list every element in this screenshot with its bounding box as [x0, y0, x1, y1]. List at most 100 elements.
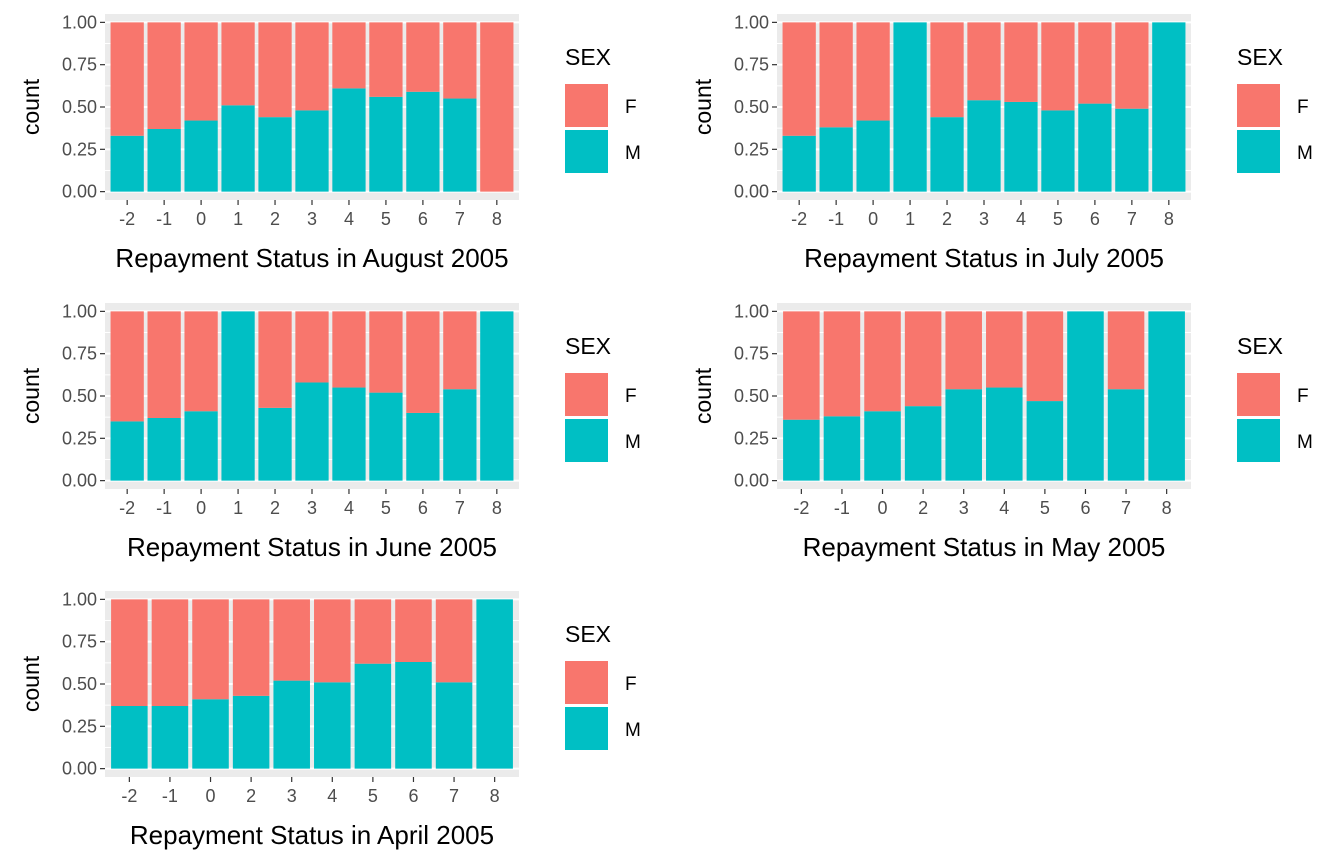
legend-label-f: F	[625, 674, 637, 695]
y-tick-label: 0.50	[62, 97, 97, 117]
bar-m--2	[111, 706, 148, 769]
x-tick-label: 1	[905, 209, 915, 229]
x-tick-label: -1	[828, 209, 844, 229]
y-tick-label: 0.50	[734, 386, 769, 406]
bar-f-7	[443, 311, 477, 390]
legend-key-f	[565, 373, 608, 416]
x-tick-label: 6	[1080, 498, 1090, 518]
x-tick-label: 3	[959, 498, 969, 518]
bar-f--1	[147, 311, 181, 419]
y-tick-label: 0.75	[62, 632, 97, 652]
bar-m-0	[192, 699, 229, 769]
y-tick-label: 0.25	[62, 428, 97, 448]
x-tick-label: 3	[307, 498, 317, 518]
legend-title: SEX	[565, 621, 611, 647]
y-axis-title: count	[690, 78, 716, 135]
x-tick-label: 0	[196, 209, 206, 229]
x-axis-title: Repayment Status in July 2005	[804, 243, 1164, 273]
bar-f-3	[945, 311, 982, 390]
bar-f-5	[369, 22, 403, 97]
x-tick-label: 3	[307, 209, 317, 229]
bar-f--2	[110, 22, 144, 136]
legend-label-m: M	[625, 720, 641, 741]
bar-m-8	[480, 311, 514, 481]
x-tick-label: 6	[408, 786, 418, 806]
x-tick-label: 7	[1121, 498, 1131, 518]
bar-m-8	[1148, 311, 1185, 481]
y-tick-label: 0.75	[734, 55, 769, 75]
bar-f--1	[819, 22, 853, 128]
x-tick-label: 1	[233, 498, 243, 518]
bar-f-7	[435, 599, 473, 683]
bar-f-2	[258, 311, 292, 408]
bar-m-1	[221, 105, 255, 192]
x-tick-label: 0	[868, 209, 878, 229]
y-tick-label: 1.00	[62, 301, 97, 321]
y-tick-label: 0.25	[62, 716, 97, 736]
bar-m-5	[354, 663, 392, 769]
bar-m-6	[406, 412, 440, 481]
x-axis-title: Repayment Status in May 2005	[803, 532, 1166, 562]
x-tick-label: 5	[381, 209, 391, 229]
bar-m-0	[864, 411, 901, 481]
bar-f-6	[406, 311, 440, 413]
bar-m-2	[258, 117, 292, 192]
x-tick-label: -2	[793, 498, 809, 518]
bar-m--2	[783, 419, 820, 481]
y-tick-label: 0.00	[734, 471, 769, 491]
bar-f-7	[443, 22, 477, 99]
x-tick-label: 4	[1016, 209, 1026, 229]
bar-m-3	[967, 100, 1001, 192]
x-tick-label: 3	[979, 209, 989, 229]
bar-m-3	[945, 389, 982, 481]
bar-f--1	[823, 311, 861, 417]
x-tick-label: 7	[455, 498, 465, 518]
x-tick-label: 5	[1040, 498, 1050, 518]
bar-m--2	[782, 135, 816, 192]
bar-m-3	[295, 110, 329, 192]
bar-f-0	[864, 311, 901, 412]
legend: SEX F M	[1237, 44, 1313, 173]
x-tick-label: -1	[156, 209, 172, 229]
bar-m-2	[904, 406, 942, 481]
bar-f-5	[1041, 22, 1075, 111]
bar-m-6	[1067, 311, 1104, 481]
legend-key-m	[1237, 419, 1280, 462]
bar-f-2	[232, 599, 270, 696]
bar-f-4	[1004, 22, 1038, 102]
bar-f-3	[273, 599, 310, 681]
bar-f-0	[184, 311, 218, 412]
x-tick-label: 0	[878, 498, 888, 518]
x-axis-title: Repayment Status in April 2005	[130, 820, 494, 850]
bar-m-5	[369, 96, 403, 192]
bar-m-5	[1026, 401, 1064, 481]
bar-f-4	[986, 311, 1023, 388]
bar-m-7	[443, 98, 477, 192]
bar-m-5	[369, 392, 403, 481]
bar-f-4	[314, 599, 351, 683]
y-tick-label: 1.00	[62, 12, 97, 32]
legend: SEX F M	[565, 44, 641, 173]
y-tick-label: 0.50	[734, 97, 769, 117]
chart-panel-3: -2 -1 0 1 2 3 4 5 6 7 8 0.00 0.25 0.50 0.75 1.00 Repayme…	[18, 301, 641, 562]
legend-label-f: F	[1297, 97, 1309, 118]
legend-key-m	[565, 130, 608, 173]
bar-f-6	[395, 599, 432, 662]
bar-f-7	[1107, 311, 1145, 390]
bar-f-2	[258, 22, 292, 118]
bar-f-2	[930, 22, 964, 118]
x-tick-label: 7	[449, 786, 459, 806]
x-tick-label: 5	[1053, 209, 1063, 229]
legend-title: SEX	[565, 44, 611, 70]
bar-m-2	[258, 407, 292, 481]
x-tick-label: -2	[119, 209, 135, 229]
bar-f--1	[147, 22, 181, 130]
x-tick-label: -2	[119, 498, 135, 518]
bar-f-0	[192, 599, 229, 700]
x-axis-title: Repayment Status in June 2005	[127, 532, 497, 562]
x-tick-label: 6	[418, 209, 428, 229]
y-tick-label: 0.25	[734, 139, 769, 159]
x-tick-label: 7	[1127, 209, 1137, 229]
bar-f-5	[354, 599, 392, 664]
y-tick-label: 0.25	[62, 139, 97, 159]
